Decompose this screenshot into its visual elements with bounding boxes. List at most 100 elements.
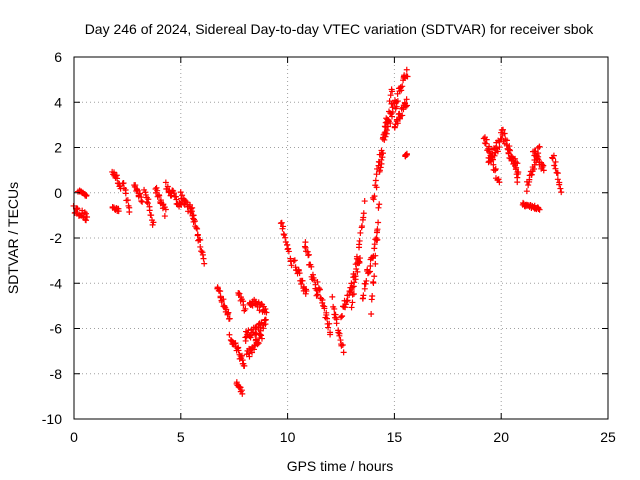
data-point-marker <box>515 169 522 176</box>
data-point-marker <box>552 165 559 172</box>
data-point-marker <box>296 270 303 277</box>
data-point-marker <box>394 120 401 127</box>
y-tick-label: -6 <box>50 321 63 337</box>
data-point-marker <box>239 390 246 397</box>
data-point-marker <box>333 320 340 327</box>
data-point-marker <box>356 237 363 244</box>
data-point-marker <box>223 306 230 313</box>
data-point-marker <box>500 126 507 133</box>
data-point-marker <box>540 167 547 174</box>
data-point-marker <box>375 219 382 226</box>
data-point-marker <box>514 160 521 167</box>
data-point-marker <box>398 87 405 94</box>
data-point-marker <box>197 243 204 250</box>
data-point-marker <box>376 168 383 175</box>
data-point-marker <box>161 213 168 220</box>
data-point-marker <box>349 299 356 306</box>
data-point-marker <box>376 201 383 208</box>
data-point-marker <box>114 175 121 182</box>
data-point-marker <box>299 277 306 284</box>
data-point-marker <box>348 304 355 311</box>
data-point-marker <box>389 109 396 116</box>
data-point-marker <box>254 339 261 346</box>
data-point-marker <box>253 330 260 337</box>
data-point-marker <box>146 207 153 214</box>
data-point-marker <box>199 251 206 258</box>
data-point-marker <box>262 316 269 323</box>
data-point-marker <box>288 262 295 269</box>
data-point-marker <box>331 305 338 312</box>
y-tick-label: 4 <box>54 94 62 110</box>
data-point-marker <box>501 130 508 137</box>
data-point-marker <box>190 212 197 219</box>
data-point-marker <box>389 88 396 95</box>
data-point-marker <box>162 206 169 213</box>
data-point-marker <box>344 297 351 304</box>
data-point-marker <box>359 223 366 230</box>
data-point-marker <box>245 327 252 334</box>
data-point-marker <box>126 209 133 216</box>
data-point-marker <box>535 153 542 160</box>
data-point-marker <box>402 103 409 110</box>
data-point-marker <box>496 179 503 186</box>
data-point-marker <box>552 158 559 165</box>
data-point-marker <box>360 210 367 217</box>
data-point-marker <box>162 179 169 186</box>
data-point-marker <box>365 269 372 276</box>
data-point-marker <box>316 286 323 293</box>
data-point-marker <box>372 177 379 184</box>
data-point-marker <box>179 192 186 199</box>
data-point-marker <box>370 196 377 203</box>
data-point-marker <box>324 315 331 322</box>
data-point-marker <box>242 337 249 344</box>
data-point-marker <box>217 293 224 300</box>
data-point-marker <box>339 313 346 320</box>
data-point-marker <box>393 103 400 110</box>
data-point-marker <box>188 207 195 214</box>
data-point-marker <box>84 213 91 220</box>
data-point-marker <box>313 292 320 299</box>
data-point-marker <box>375 204 382 211</box>
data-point-marker <box>255 340 262 347</box>
y-tick-label: -2 <box>50 230 63 246</box>
data-point-marker <box>556 179 563 186</box>
data-point-marker <box>171 190 178 197</box>
data-point-marker <box>332 311 339 318</box>
data-point-marker <box>200 255 207 262</box>
data-point-marker <box>302 239 309 246</box>
data-point-marker <box>539 161 546 168</box>
data-point-marker <box>371 273 378 280</box>
grid-lines <box>74 57 608 419</box>
data-point-marker <box>338 342 345 349</box>
data-point-marker <box>403 96 410 103</box>
data-point-marker <box>156 192 163 199</box>
data-point-marker <box>506 147 513 154</box>
data-point-marker <box>81 209 88 216</box>
x-tick-label: 5 <box>177 429 185 445</box>
data-point-marker <box>496 144 503 151</box>
data-point-marker <box>403 150 410 157</box>
data-point-marker <box>281 232 288 239</box>
data-point-marker <box>535 206 542 213</box>
data-point-marker <box>236 383 243 390</box>
data-point-marker <box>291 257 298 264</box>
data-point-marker <box>241 362 248 369</box>
data-point-marker <box>486 143 493 150</box>
data-point-marker <box>305 251 312 258</box>
data-point-marker <box>325 324 332 331</box>
data-point-marker <box>154 187 161 194</box>
data-point-marker <box>224 310 231 317</box>
data-point-marker <box>373 229 380 236</box>
data-point-marker <box>490 161 497 168</box>
data-point-marker <box>503 137 510 144</box>
x-tick-label: 0 <box>70 429 78 445</box>
data-point-marker <box>536 143 543 150</box>
data-point-marker <box>387 110 394 117</box>
data-point-marker <box>132 182 139 189</box>
data-point-marker <box>309 271 316 278</box>
data-point-marker <box>355 257 362 264</box>
data-point-marker <box>373 184 380 191</box>
data-point-marker <box>496 138 503 145</box>
data-point-marker <box>512 155 519 162</box>
